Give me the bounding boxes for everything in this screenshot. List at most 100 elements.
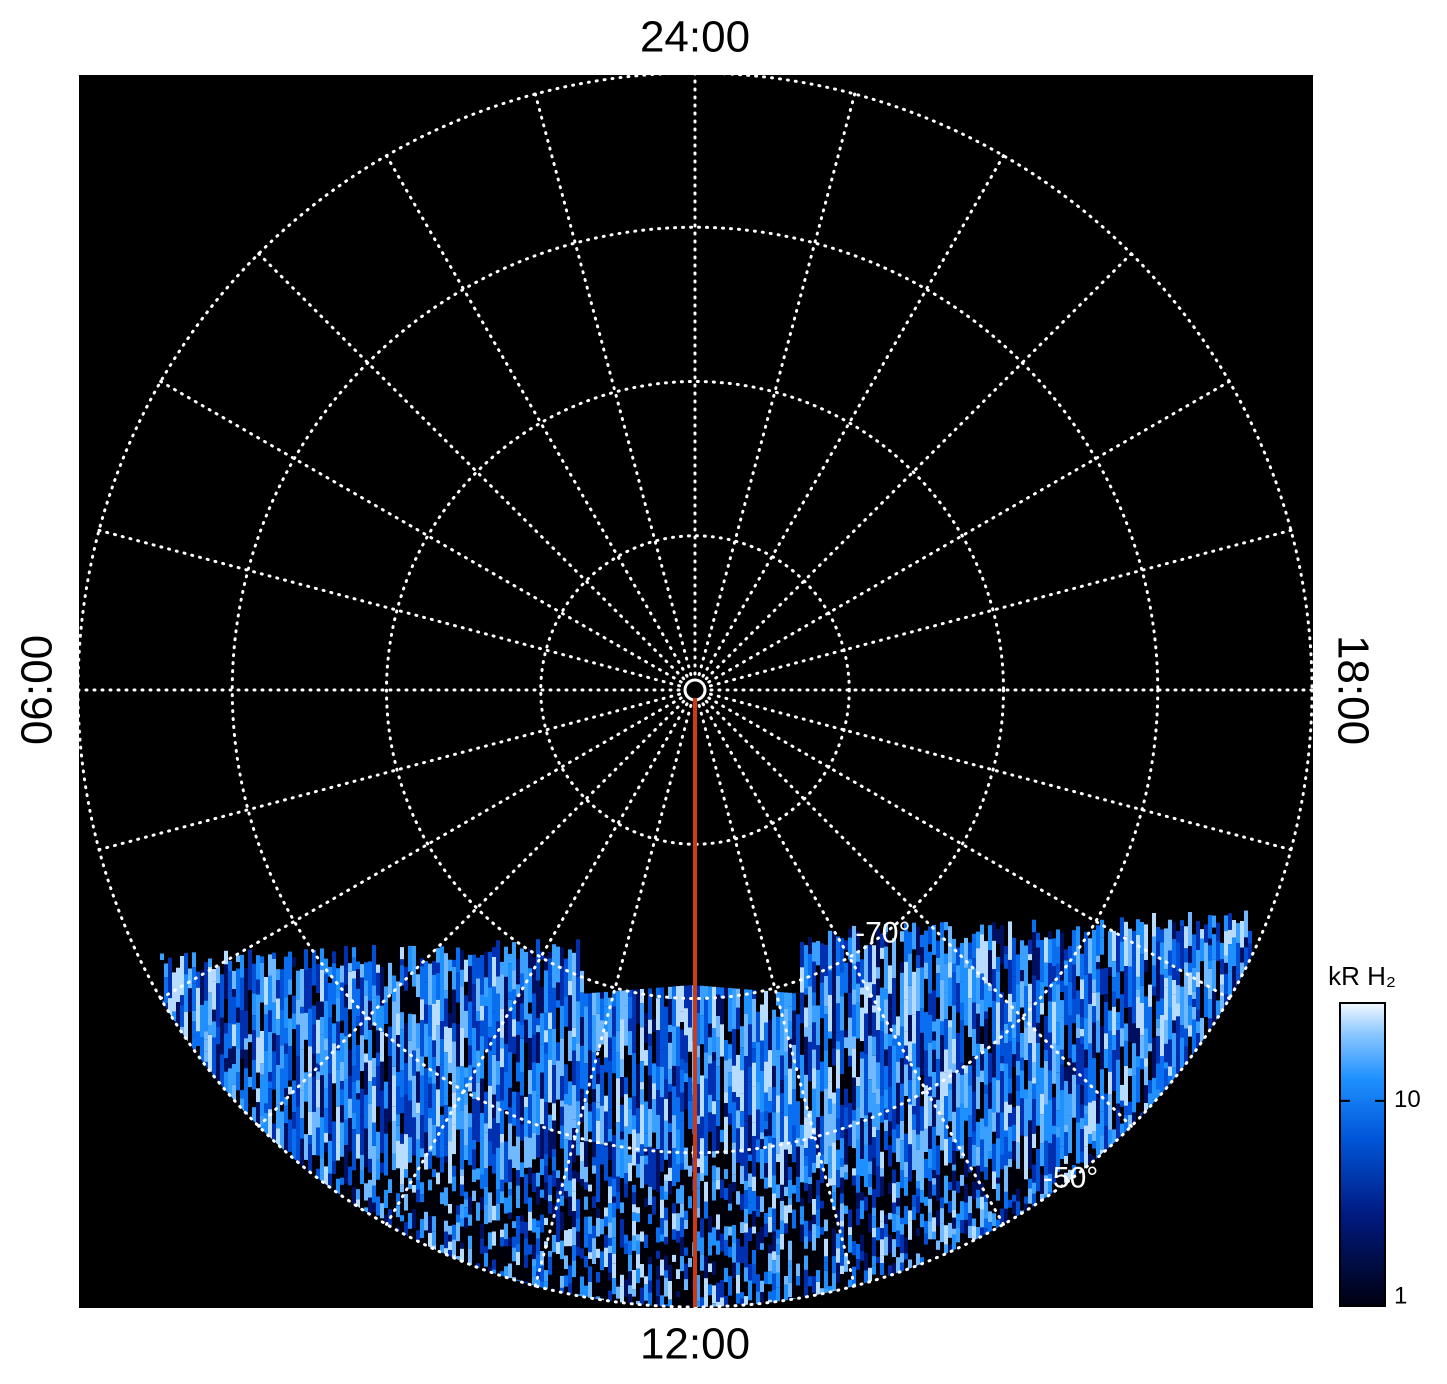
emission-pixel xyxy=(1152,913,1156,937)
emission-pixel xyxy=(632,1165,636,1185)
emission-pixel xyxy=(684,1255,688,1264)
emission-pixel xyxy=(848,937,852,960)
emission-pixel xyxy=(868,1187,872,1195)
emission-pixel xyxy=(948,1027,952,1070)
emission-pixel xyxy=(632,1096,636,1116)
emission-pixel xyxy=(428,1232,432,1250)
emission-pixel xyxy=(828,1081,832,1099)
emission-pixel xyxy=(748,1187,752,1203)
emission-pixel xyxy=(1032,1164,1036,1183)
emission-pixel xyxy=(432,1177,436,1185)
emission-pixel xyxy=(936,1018,940,1060)
emission-pixel xyxy=(520,1024,524,1039)
emission-pixel xyxy=(852,1185,856,1201)
emission-pixel xyxy=(948,962,952,978)
emission-pixel xyxy=(728,1072,732,1087)
emission-pixel xyxy=(952,1151,956,1165)
emission-pixel xyxy=(816,1195,820,1210)
emission-pixel xyxy=(804,1236,808,1249)
emission-pixel xyxy=(620,1097,624,1105)
emission-pixel xyxy=(416,1307,420,1320)
emission-pixel xyxy=(524,1203,528,1223)
emission-pixel xyxy=(724,1103,728,1117)
emission-pixel xyxy=(804,1183,808,1191)
emission-pixel xyxy=(1080,1151,1084,1163)
emission-pixel xyxy=(452,1224,456,1240)
emission-pixel xyxy=(772,1251,776,1261)
emission-pixel xyxy=(964,996,968,1026)
emission-pixel xyxy=(808,1203,812,1221)
emission-pixel xyxy=(876,1104,880,1131)
emission-pixel xyxy=(680,1092,684,1112)
emission-pixel xyxy=(1152,995,1156,1038)
emission-pixel xyxy=(508,1189,512,1196)
emission-pixel xyxy=(1012,1201,1016,1215)
emission-pixel xyxy=(596,1120,600,1145)
emission-pixel xyxy=(1120,1028,1124,1047)
emission-pixel xyxy=(828,1232,832,1252)
emission-pixel xyxy=(224,1305,228,1307)
emission-pixel xyxy=(636,1283,640,1293)
emission-pixel xyxy=(892,1152,896,1170)
emission-pixel xyxy=(632,1289,636,1297)
emission-pixel xyxy=(1004,946,1008,954)
emission-pixel xyxy=(920,1250,924,1258)
emission-pixel xyxy=(596,1013,600,1052)
emission-pixel xyxy=(568,1105,572,1141)
emission-pixel xyxy=(776,1229,780,1239)
emission-pixel xyxy=(1072,930,1076,965)
emission-pixel xyxy=(300,1118,304,1139)
emission-pixel xyxy=(600,992,604,999)
emission-pixel xyxy=(592,1180,596,1197)
emission-pixel xyxy=(496,1189,500,1204)
emission-pixel xyxy=(1144,1028,1148,1059)
emission-pixel xyxy=(240,954,244,978)
emission-pixel xyxy=(392,1309,396,1325)
emission-pixel xyxy=(420,999,424,1020)
emission-pixel xyxy=(288,994,292,1019)
emission-pixel xyxy=(1052,1134,1056,1173)
emission-pixel xyxy=(252,1107,256,1136)
emission-pixel xyxy=(520,1162,524,1177)
emission-pixel xyxy=(728,1276,732,1296)
emission-pixel xyxy=(772,1260,776,1274)
emission-pixel xyxy=(932,1184,936,1196)
emission-pixel xyxy=(1064,1132,1068,1156)
emission-pixel xyxy=(672,1262,676,1270)
emission-pixel xyxy=(908,1061,912,1080)
emission-pixel xyxy=(440,1192,444,1205)
emission-pixel xyxy=(708,1037,712,1056)
emission-pixel xyxy=(1144,972,1148,997)
emission-pixel xyxy=(288,1080,292,1087)
emission-pixel xyxy=(316,1309,320,1327)
emission-pixel xyxy=(716,1037,720,1059)
emission-pixel xyxy=(196,971,200,988)
emission-pixel xyxy=(884,1236,888,1256)
emission-pixel xyxy=(528,1038,532,1071)
emission-pixel xyxy=(1076,1014,1080,1028)
emission-pixel xyxy=(508,1182,512,1189)
emission-pixel xyxy=(508,1237,512,1247)
emission-pixel xyxy=(596,1108,600,1121)
emission-pixel xyxy=(392,975,396,1002)
emission-pixel xyxy=(308,1111,312,1135)
emission-pixel xyxy=(516,1118,520,1137)
emission-pixel xyxy=(1008,1158,1012,1168)
emission-pixel xyxy=(884,989,888,1000)
emission-pixel xyxy=(528,948,532,969)
emission-pixel xyxy=(480,1188,484,1197)
emission-pixel xyxy=(796,1014,800,1047)
emission-pixel xyxy=(368,1000,372,1030)
emission-pixel xyxy=(836,936,840,976)
emission-pixel xyxy=(940,937,944,980)
emission-pixel xyxy=(980,999,984,1027)
emission-pixel xyxy=(436,1066,440,1090)
emission-pixel xyxy=(756,1042,760,1082)
emission-pixel xyxy=(584,1063,588,1103)
emission-pixel xyxy=(488,1204,492,1223)
emission-pixel xyxy=(368,961,372,1001)
emission-pixel xyxy=(832,931,836,946)
emission-pixel xyxy=(916,1236,920,1254)
emission-pixel xyxy=(584,993,588,1007)
emission-pixel xyxy=(828,1266,832,1287)
